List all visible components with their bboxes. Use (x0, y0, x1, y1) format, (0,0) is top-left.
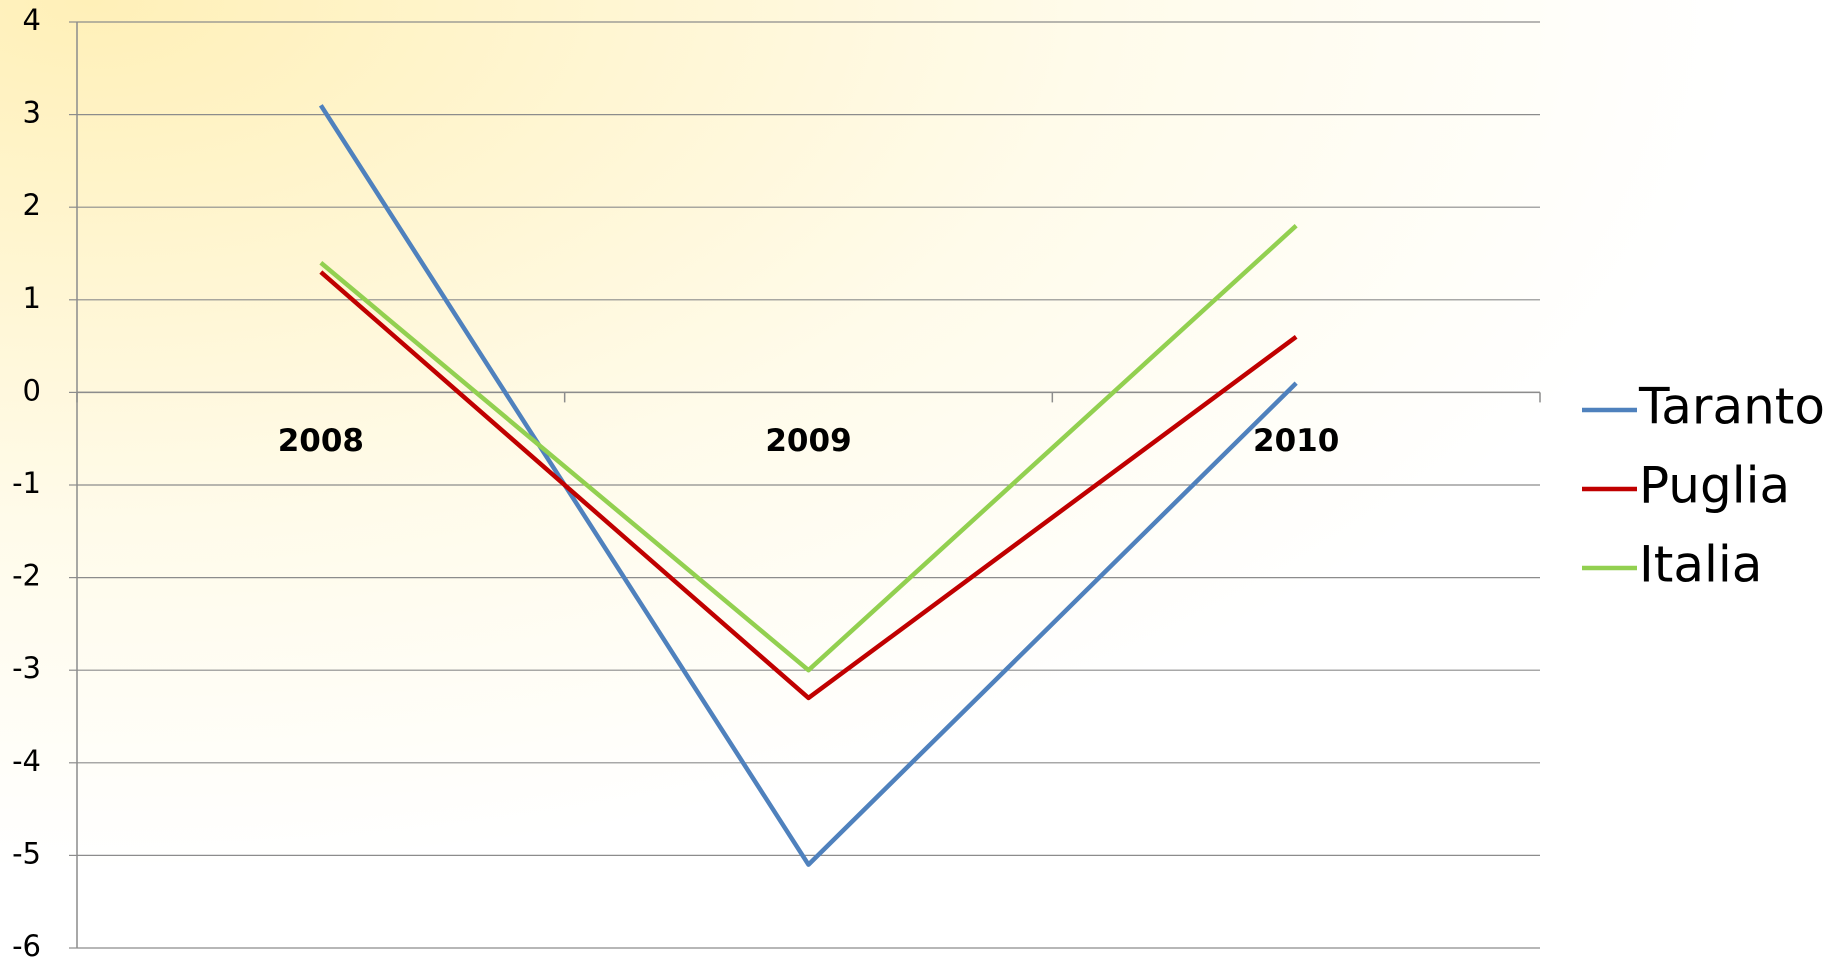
plot (318, 104, 1298, 867)
y-tick-label: -4 (12, 744, 41, 778)
x-tick-label: 2008 (278, 423, 364, 459)
y-tick-label: -6 (12, 929, 41, 963)
legend: Taranto Puglia Italia (1582, 378, 1825, 594)
y-tick-label: 0 (23, 373, 41, 407)
series-line (318, 104, 1298, 867)
y-tick-label: -3 (12, 651, 41, 685)
y-tick-label: -5 (12, 836, 41, 870)
y-tick-label: 2 (23, 188, 41, 222)
y-tick-label: 3 (23, 96, 41, 130)
y-tick-label: 4 (23, 3, 41, 37)
legend-label: Puglia (1639, 457, 1790, 515)
y-tick-label: 1 (23, 281, 41, 315)
series-line (319, 224, 1298, 673)
x-tick-label: 2010 (1253, 423, 1339, 459)
y-tick-label: -2 (12, 559, 41, 593)
grid: -6 -5 -4 -3 -2 -1 0 1 2 3 4 2008 2009 2010 (12, 3, 1541, 963)
legend-label: Taranto (1638, 378, 1825, 436)
y-tick-label: -1 (12, 466, 41, 500)
legend-label: Italia (1639, 536, 1762, 594)
x-tick-label: 2009 (765, 423, 851, 459)
series-line (319, 270, 1298, 701)
